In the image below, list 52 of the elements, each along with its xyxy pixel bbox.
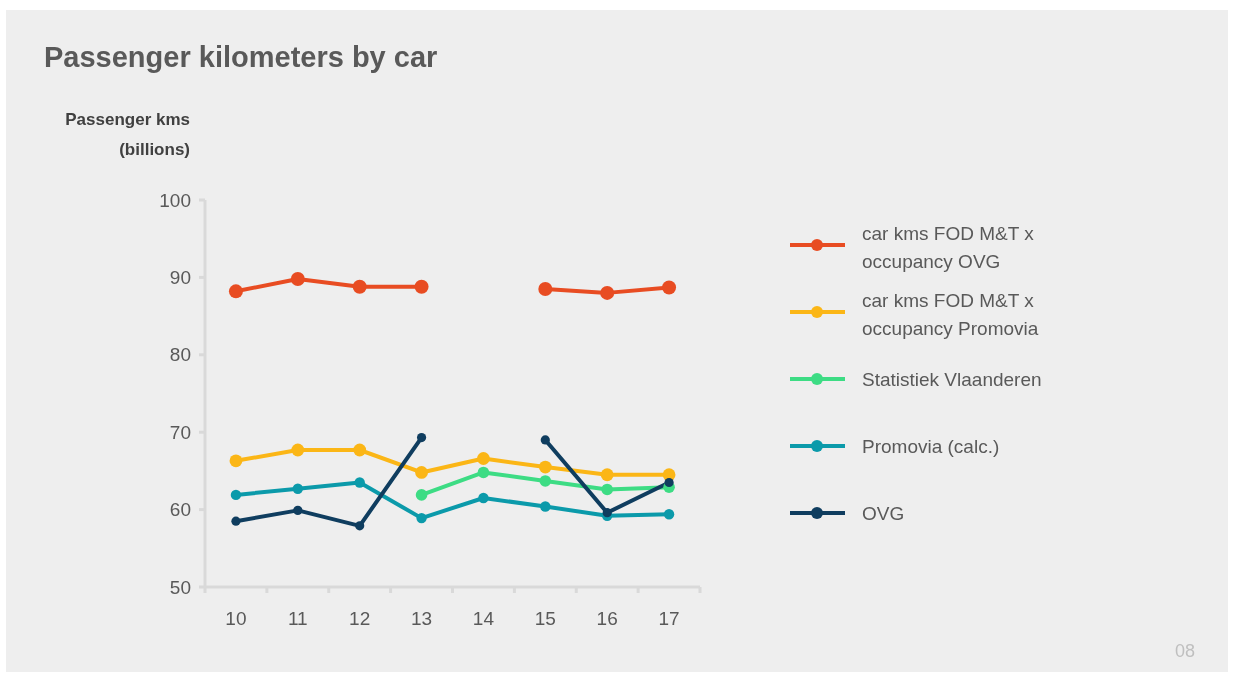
- point: [229, 454, 243, 468]
- x-tick-label: 10: [225, 608, 247, 629]
- point: [230, 489, 242, 501]
- y-tick-label: 50: [169, 576, 191, 598]
- point: [291, 443, 305, 457]
- point: [477, 466, 490, 479]
- point: [355, 521, 365, 531]
- point: [538, 460, 552, 474]
- x-tick-label: 17: [658, 608, 680, 629]
- point: [539, 475, 552, 487]
- point: [290, 271, 305, 286]
- point: [663, 509, 675, 520]
- x-tick-label: 11: [287, 608, 308, 629]
- point: [231, 516, 241, 526]
- x-tick-label: 15: [534, 608, 556, 629]
- y-tick-label: 100: [159, 189, 191, 211]
- x-tick-label: 16: [596, 608, 618, 629]
- point: [600, 468, 614, 482]
- point: [228, 284, 243, 299]
- point: [415, 466, 428, 479]
- point: [292, 483, 304, 494]
- chart-title: Passenger kilometers by car: [44, 41, 438, 73]
- legend-label: car kms FOD M&T x occupancy OVG: [862, 222, 1035, 272]
- point: [414, 279, 429, 294]
- y-tick-label: 80: [169, 344, 191, 366]
- point: [477, 452, 490, 465]
- y-axis-title: Passenger kms (billions): [65, 110, 190, 159]
- x-tick-label: 12: [349, 608, 371, 629]
- legend-label: Promovia (calc.): [862, 435, 1000, 457]
- x-tick-label: 13: [410, 608, 433, 629]
- point: [540, 501, 551, 512]
- y-tick-label: 90: [169, 267, 191, 289]
- point: [416, 512, 427, 524]
- x-tick-label: 14: [472, 608, 495, 629]
- point: [601, 483, 613, 496]
- point: [353, 443, 367, 457]
- point: [662, 280, 677, 295]
- point: [664, 477, 674, 488]
- point: [354, 477, 365, 488]
- point: [352, 279, 367, 294]
- y-tick-label: 70: [169, 421, 191, 443]
- point: [293, 505, 303, 515]
- legend-label: Statistiek Vlaanderen: [862, 368, 1042, 390]
- point: [416, 433, 427, 443]
- point: [478, 492, 489, 504]
- y-tick-label: 60: [169, 499, 191, 521]
- legend-label: car kms FOD M&T x occupancy Promovia: [862, 289, 1039, 339]
- point: [538, 282, 553, 297]
- point: [415, 489, 428, 501]
- point: [600, 285, 615, 300]
- point: [540, 435, 550, 445]
- legend-label: OVG: [862, 502, 905, 524]
